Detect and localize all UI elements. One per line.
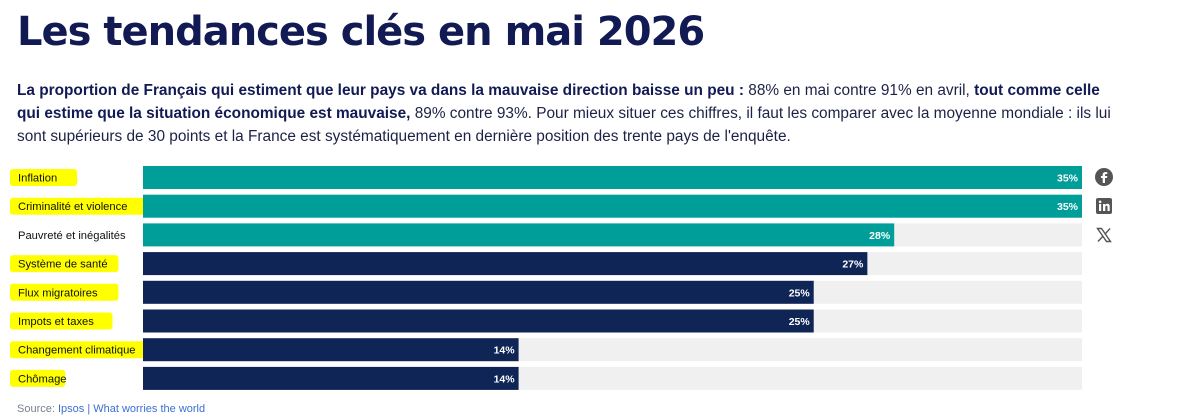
source-link[interactable]: Ipsos | What worries the world (57, 403, 206, 415)
label-highlight (10, 283, 119, 301)
bar (143, 366, 519, 390)
facebook-share-button[interactable] (1094, 167, 1114, 187)
label-highlight (10, 369, 66, 387)
category-label: Pauvreté et inégalités (18, 230, 126, 242)
page-title: Les tendances clés en mai 2026 (17, 9, 705, 55)
category-label: Inflation (18, 173, 57, 185)
data-label: 25% (789, 287, 811, 299)
intro-segment: La proportion de Français qui estiment q… (17, 82, 744, 99)
bar (143, 223, 895, 247)
intro-segment: tout comme celle qui estime que la situa… (17, 82, 1100, 122)
category-label: Système de santé (18, 259, 108, 271)
source-prefix: Source: (17, 403, 58, 415)
bar (143, 309, 814, 333)
bar (143, 252, 868, 276)
category-label: Chômage (18, 373, 67, 385)
category-label: Changement climatique (18, 345, 136, 357)
data-label: 27% (842, 259, 864, 271)
x-icon (1094, 225, 1114, 245)
data-label: 25% (789, 316, 811, 328)
label-highlight (10, 169, 78, 186)
data-label: 28% (869, 230, 891, 242)
label-highlight (10, 312, 113, 330)
bar (143, 166, 1082, 189)
linkedin-share-button[interactable] (1094, 196, 1114, 216)
data-label: 14% (494, 373, 516, 385)
bar (143, 194, 1082, 218)
category-label: Flux migratoires (18, 287, 98, 299)
data-label: 14% (494, 345, 516, 357)
category-label: Impots et taxes (18, 316, 94, 328)
label-highlight (10, 341, 148, 359)
source-line: Source: Ipsos | What worries the world (17, 403, 205, 415)
label-highlight (10, 255, 119, 273)
bar (143, 280, 814, 304)
x-share-button[interactable] (1094, 225, 1114, 245)
linkedin-icon (1094, 196, 1114, 216)
intro-segment: 89% contre 93%. Pour mieux situer ces ch… (17, 105, 1111, 145)
bar (143, 338, 519, 362)
intro-segment: 88% en mai contre 91% en avril, (743, 82, 975, 99)
bar-chart: Inflation 35% Criminalité et violence 35% Pa… (10, 166, 1082, 390)
facebook-icon (1094, 167, 1114, 187)
category-label: Criminalité et violence (18, 201, 127, 213)
intro-paragraph: La proportion de Français qui estiment q… (17, 79, 1127, 148)
data-label: 35% (1057, 201, 1079, 213)
data-label: 35% (1057, 173, 1079, 185)
label-highlight (10, 197, 160, 215)
